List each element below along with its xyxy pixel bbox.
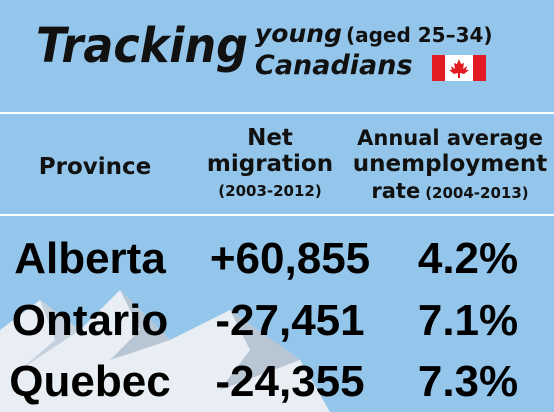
subtitle: young (aged 25–34) <box>255 19 493 48</box>
mountain-shadow <box>20 300 80 370</box>
header-line: unemployment <box>353 151 547 177</box>
header-line: Annual average <box>357 126 543 150</box>
mountain-shadow <box>220 310 300 390</box>
table-cell: 4.2% <box>418 234 518 283</box>
column-header: Annual average unemployment rate (2004-20… <box>353 126 547 203</box>
subtitle-note: (aged 25–34) <box>346 23 493 47</box>
column-header: Net migration (2003-2012) <box>207 125 333 200</box>
title: Tracking <box>36 18 248 74</box>
table-cell: +60,855 <box>210 234 370 283</box>
province-name: Ontario <box>12 296 168 345</box>
column-header: Province <box>39 154 151 180</box>
table-body: Alberta +60,855 4.2% Ontario -27,451 7.1% Queb… <box>9 234 518 406</box>
table-cell: -24,355 <box>215 357 364 406</box>
province-name: Alberta <box>14 234 166 283</box>
table-cell: 7.3% <box>418 357 518 406</box>
subtitle-line: Canadians <box>255 50 413 81</box>
province-name: Quebec <box>9 357 170 406</box>
table-cell: -27,451 <box>215 296 364 345</box>
subtitle-word: young <box>255 19 342 48</box>
header-line: migration <box>207 151 333 177</box>
header-word: rate <box>371 179 420 203</box>
header-note: (2004-2013) <box>425 184 528 202</box>
mountain-shadow <box>110 290 170 360</box>
canada-flag <box>432 55 486 81</box>
header-line: rate (2004-2013) <box>371 179 528 203</box>
flag-band <box>432 55 445 81</box>
flag-band <box>473 55 486 81</box>
mountains <box>0 290 330 412</box>
table-cell: 7.1% <box>418 296 518 345</box>
maple-leaf <box>449 59 469 78</box>
header-line: Net <box>247 125 293 151</box>
mountain <box>0 290 330 412</box>
header-note: (2003-2012) <box>218 182 321 200</box>
